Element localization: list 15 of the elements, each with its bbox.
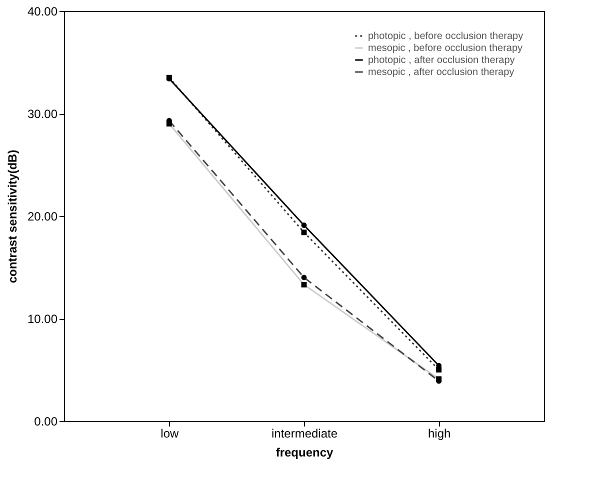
x-tick-label: intermediate <box>271 426 338 440</box>
y-axis-title: contrast sensitivity(dB) <box>5 150 20 284</box>
y-tick-label: 10.00 <box>27 312 58 326</box>
legend-label: photopic , after occlusion therapy <box>368 55 515 66</box>
x-axis-title: frequency <box>276 446 334 460</box>
y-tick-label: 0.00 <box>34 414 58 428</box>
legend-label: photopic , before occlusion therapy <box>368 31 524 42</box>
x-tick-label: high <box>428 426 451 440</box>
point <box>301 222 307 228</box>
y-tick-label: 30.00 <box>27 107 58 121</box>
y-tick-label: 40.00 <box>27 4 58 18</box>
y-tick-label: 20.00 <box>27 210 58 224</box>
legend-label: mesopic , before occlusion therapy <box>368 43 523 54</box>
legend-label: mesopic , after occlusion therapy <box>368 67 514 78</box>
x-tick-label: low <box>160 426 179 440</box>
